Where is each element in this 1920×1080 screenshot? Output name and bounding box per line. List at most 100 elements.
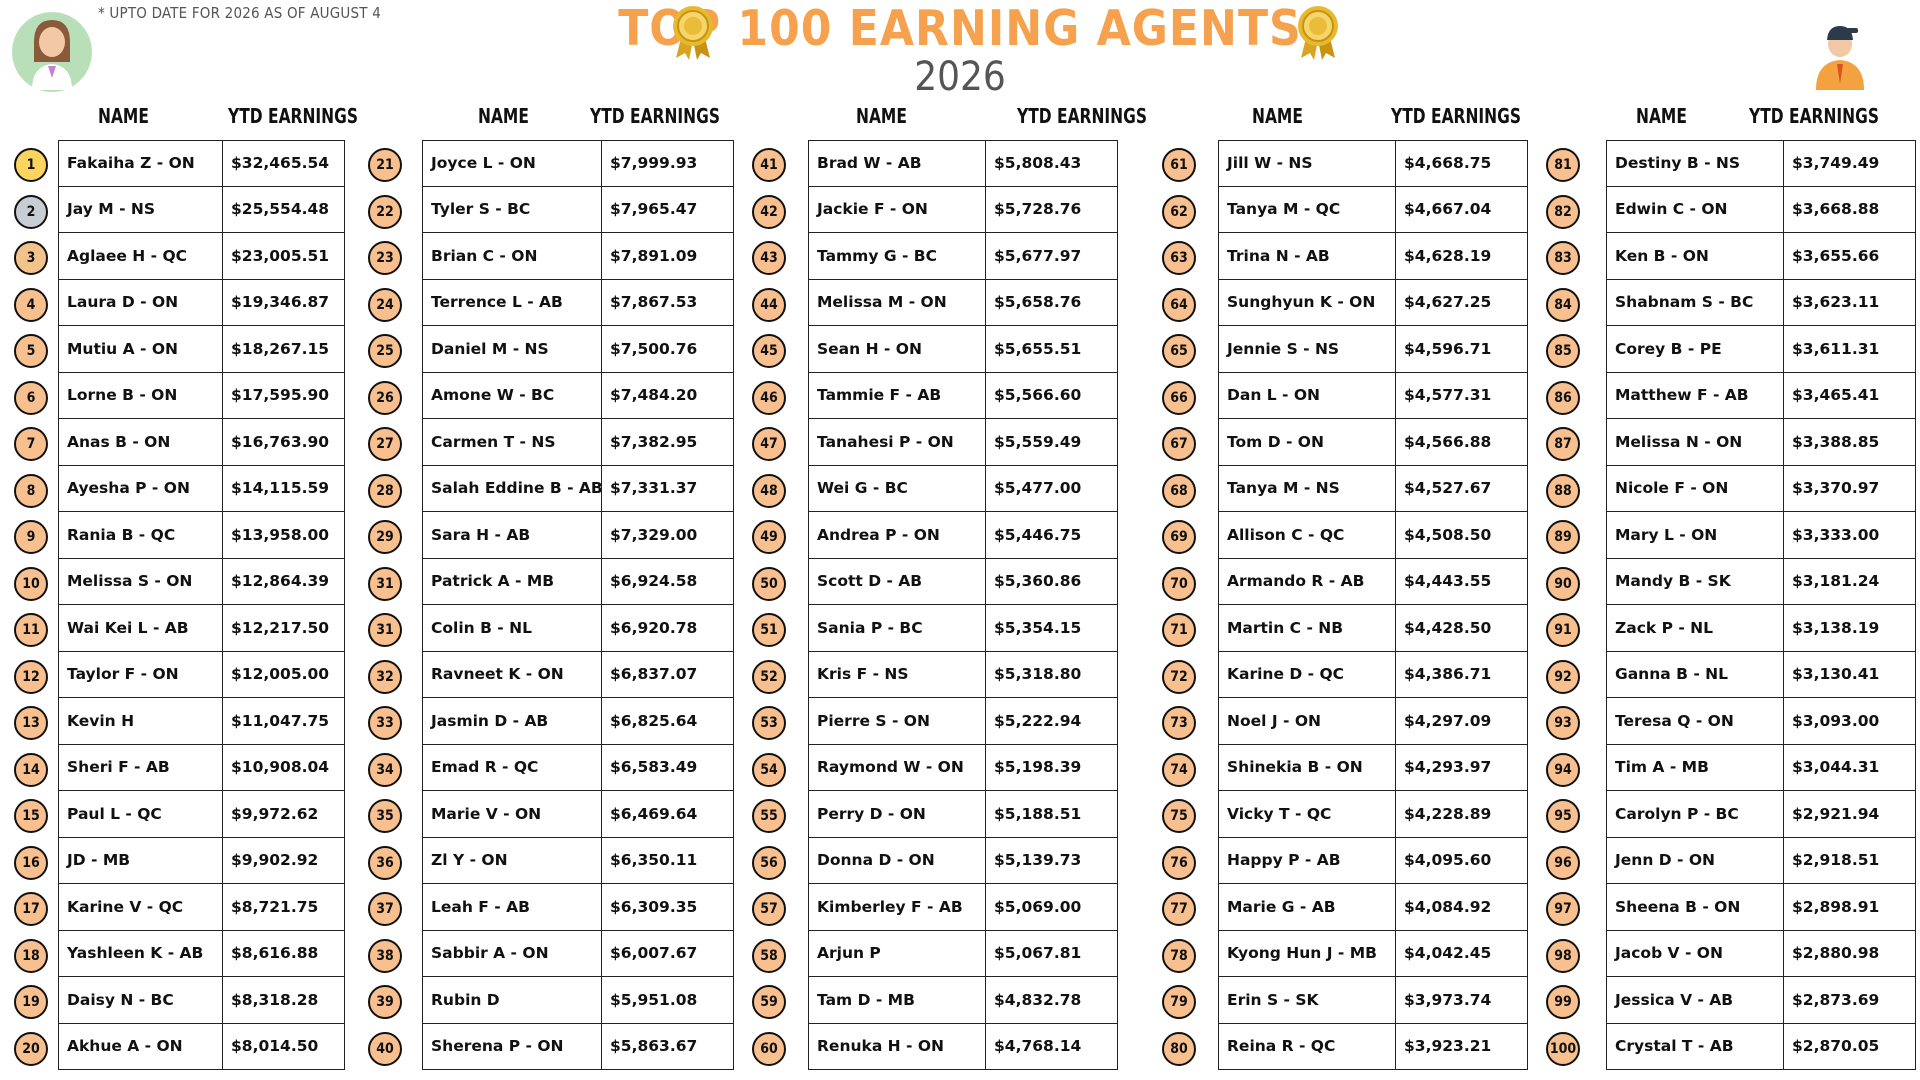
agent-earnings-cell: $5,677.97 [986,233,1118,280]
agent-name-cell: Tammy G - BC [808,233,986,280]
rank-badge: 78 [1162,938,1196,973]
agent-row: 97 Sheena B - ON $2,898.91 [1546,884,1916,931]
agent-earnings-cell: $5,069.00 [986,884,1118,931]
agent-earnings-cell: $6,924.58 [602,558,734,605]
agent-name-cell: Armando R - AB [1218,558,1396,605]
agent-earnings-cell: $7,484.20 [602,372,734,419]
male-agent-avatar-icon [1816,26,1864,90]
agent-name-cell: Shinekia B - ON [1218,744,1396,791]
agent-row: 100 Crystal T - AB $2,870.05 [1546,1023,1916,1070]
rank-badge: 50 [752,566,786,601]
agent-earnings-cell: $6,837.07 [602,651,734,698]
rank-badge: 3 [14,241,48,276]
agent-row: 42 Jackie F - ON $5,728.76 [752,186,1118,233]
agent-row: 94 Tim A - MB $3,044.31 [1546,744,1916,791]
agent-row: 2 Jay M - NS $25,554.48 [14,186,345,233]
rank-badge: 75 [1162,799,1196,834]
agent-row: 38 Sabbir A - ON $6,007.67 [368,930,734,977]
agent-row: 39 Rubin D $5,951.08 [368,977,734,1024]
agent-earnings-cell: $3,668.88 [1784,186,1916,233]
rank-badge: 72 [1162,659,1196,694]
agent-row: 55 Perry D - ON $5,188.51 [752,791,1118,838]
rank-badge: 71 [1162,613,1196,648]
rank-badge: 83 [1546,241,1580,276]
agent-row: 81 Destiny B - NS $3,749.49 [1546,140,1916,187]
agent-row: 62 Tanya M - QC $4,667.04 [1162,186,1528,233]
gold-medal-icon [673,6,713,60]
agent-row: 69 Allison C - QC $4,508.50 [1162,512,1528,559]
rank-badge: 9 [14,520,48,555]
agent-name-cell: Rania B - QC [58,512,223,559]
agent-earnings-cell: $5,188.51 [986,791,1118,838]
agent-earnings-cell: $9,972.62 [223,791,345,838]
agent-name-cell: Crystal T - AB [1606,1023,1784,1070]
agent-row: 49 Andrea P - ON $5,446.75 [752,512,1118,559]
agent-name-cell: Daisy N - BC [58,977,223,1024]
agent-name-cell: Patrick A - MB [422,558,602,605]
rank-badge: 56 [752,845,786,880]
rank-badge: 36 [368,845,402,880]
agent-name-cell: Jacob V - ON [1606,930,1784,977]
agent-name-cell: Perry D - ON [808,791,986,838]
rank-badge: 87 [1546,427,1580,462]
agent-name-cell: Zl Y - ON [422,837,602,884]
agent-name-cell: Jennie S - NS [1218,326,1396,373]
rank-badge: 40 [368,1031,402,1066]
agent-earnings-cell: $7,382.95 [602,419,734,466]
agent-earnings-cell: $2,918.51 [1784,837,1916,884]
agent-earnings-cell: $4,428.50 [1396,605,1528,652]
agent-name-cell: Ganna B - NL [1606,651,1784,698]
agent-row: 85 Corey B - PE $3,611.31 [1546,326,1916,373]
rank-badge: 73 [1162,706,1196,741]
female-agent-avatar-icon [12,12,92,92]
agent-earnings-cell: $4,042.45 [1396,930,1528,977]
agent-name-cell: Donna D - ON [808,837,986,884]
rank-badge: 5 [14,334,48,369]
rank-badge: 76 [1162,845,1196,880]
agent-earnings-cell: $7,867.53 [602,279,734,326]
agent-name-cell: Edwin C - ON [1606,186,1784,233]
rank-badge: 58 [752,938,786,973]
agent-name-cell: Sheena B - ON [1606,884,1784,931]
agent-name-cell: Rubin D [422,977,602,1024]
agent-earnings-cell: $4,577.31 [1396,372,1528,419]
agent-earnings-cell: $3,388.85 [1784,419,1916,466]
agent-row: 99 Jessica V - AB $2,873.69 [1546,977,1916,1024]
agent-row: 98 Jacob V - ON $2,880.98 [1546,930,1916,977]
rank-badge: 77 [1162,892,1196,927]
agent-row: 71 Martin C - NB $4,428.50 [1162,605,1528,652]
header: TOP 100 EARNING AGENTS 2026 [0,0,1920,110]
rank-badge: 84 [1546,287,1580,322]
agent-earnings-cell: $7,331.37 [602,465,734,512]
agent-row: 28 Salah Eddine B - AB $7,331.37 [368,465,734,512]
agent-name-cell: Wai Kei L - AB [58,605,223,652]
agent-earnings-cell: $4,527.67 [1396,465,1528,512]
agent-row: 4 Laura D - ON $19,346.87 [14,279,345,326]
agent-earnings-cell: $6,469.64 [602,791,734,838]
rank-badge: 59 [752,985,786,1020]
agent-name-cell: Carmen T - NS [422,419,602,466]
agent-name-cell: Ravneet K - ON [422,651,602,698]
agent-earnings-cell: $3,181.24 [1784,558,1916,605]
rank-badge: 98 [1546,938,1580,973]
agent-earnings-cell: $2,921.94 [1784,791,1916,838]
agent-name-cell: Emad R - QC [422,744,602,791]
agent-earnings-cell: $3,093.00 [1784,698,1916,745]
agent-earnings-cell: $4,084.92 [1396,884,1528,931]
agent-name-cell: Arjun P [808,930,986,977]
agent-row: 92 Ganna B - NL $3,130.41 [1546,651,1916,698]
rank-badge: 4 [14,287,48,322]
agent-earnings-cell: $4,297.09 [1396,698,1528,745]
agent-row: 78 Kyong Hun J - MB $4,042.45 [1162,930,1528,977]
rank-badge: 24 [368,287,402,322]
agent-row: 75 Vicky T - QC $4,228.89 [1162,791,1528,838]
agent-earnings-cell: $11,047.75 [223,698,345,745]
agent-name-cell: Brian C - ON [422,233,602,280]
rank-badge: 48 [752,473,786,508]
agent-earnings-cell: $8,721.75 [223,884,345,931]
agent-row: 73 Noel J - ON $4,297.09 [1162,698,1528,745]
column-header-name: NAME [478,104,529,128]
agent-name-cell: Ayesha P - ON [58,465,223,512]
agent-earnings-cell: $5,222.94 [986,698,1118,745]
agent-name-cell: Erin S - SK [1218,977,1396,1024]
